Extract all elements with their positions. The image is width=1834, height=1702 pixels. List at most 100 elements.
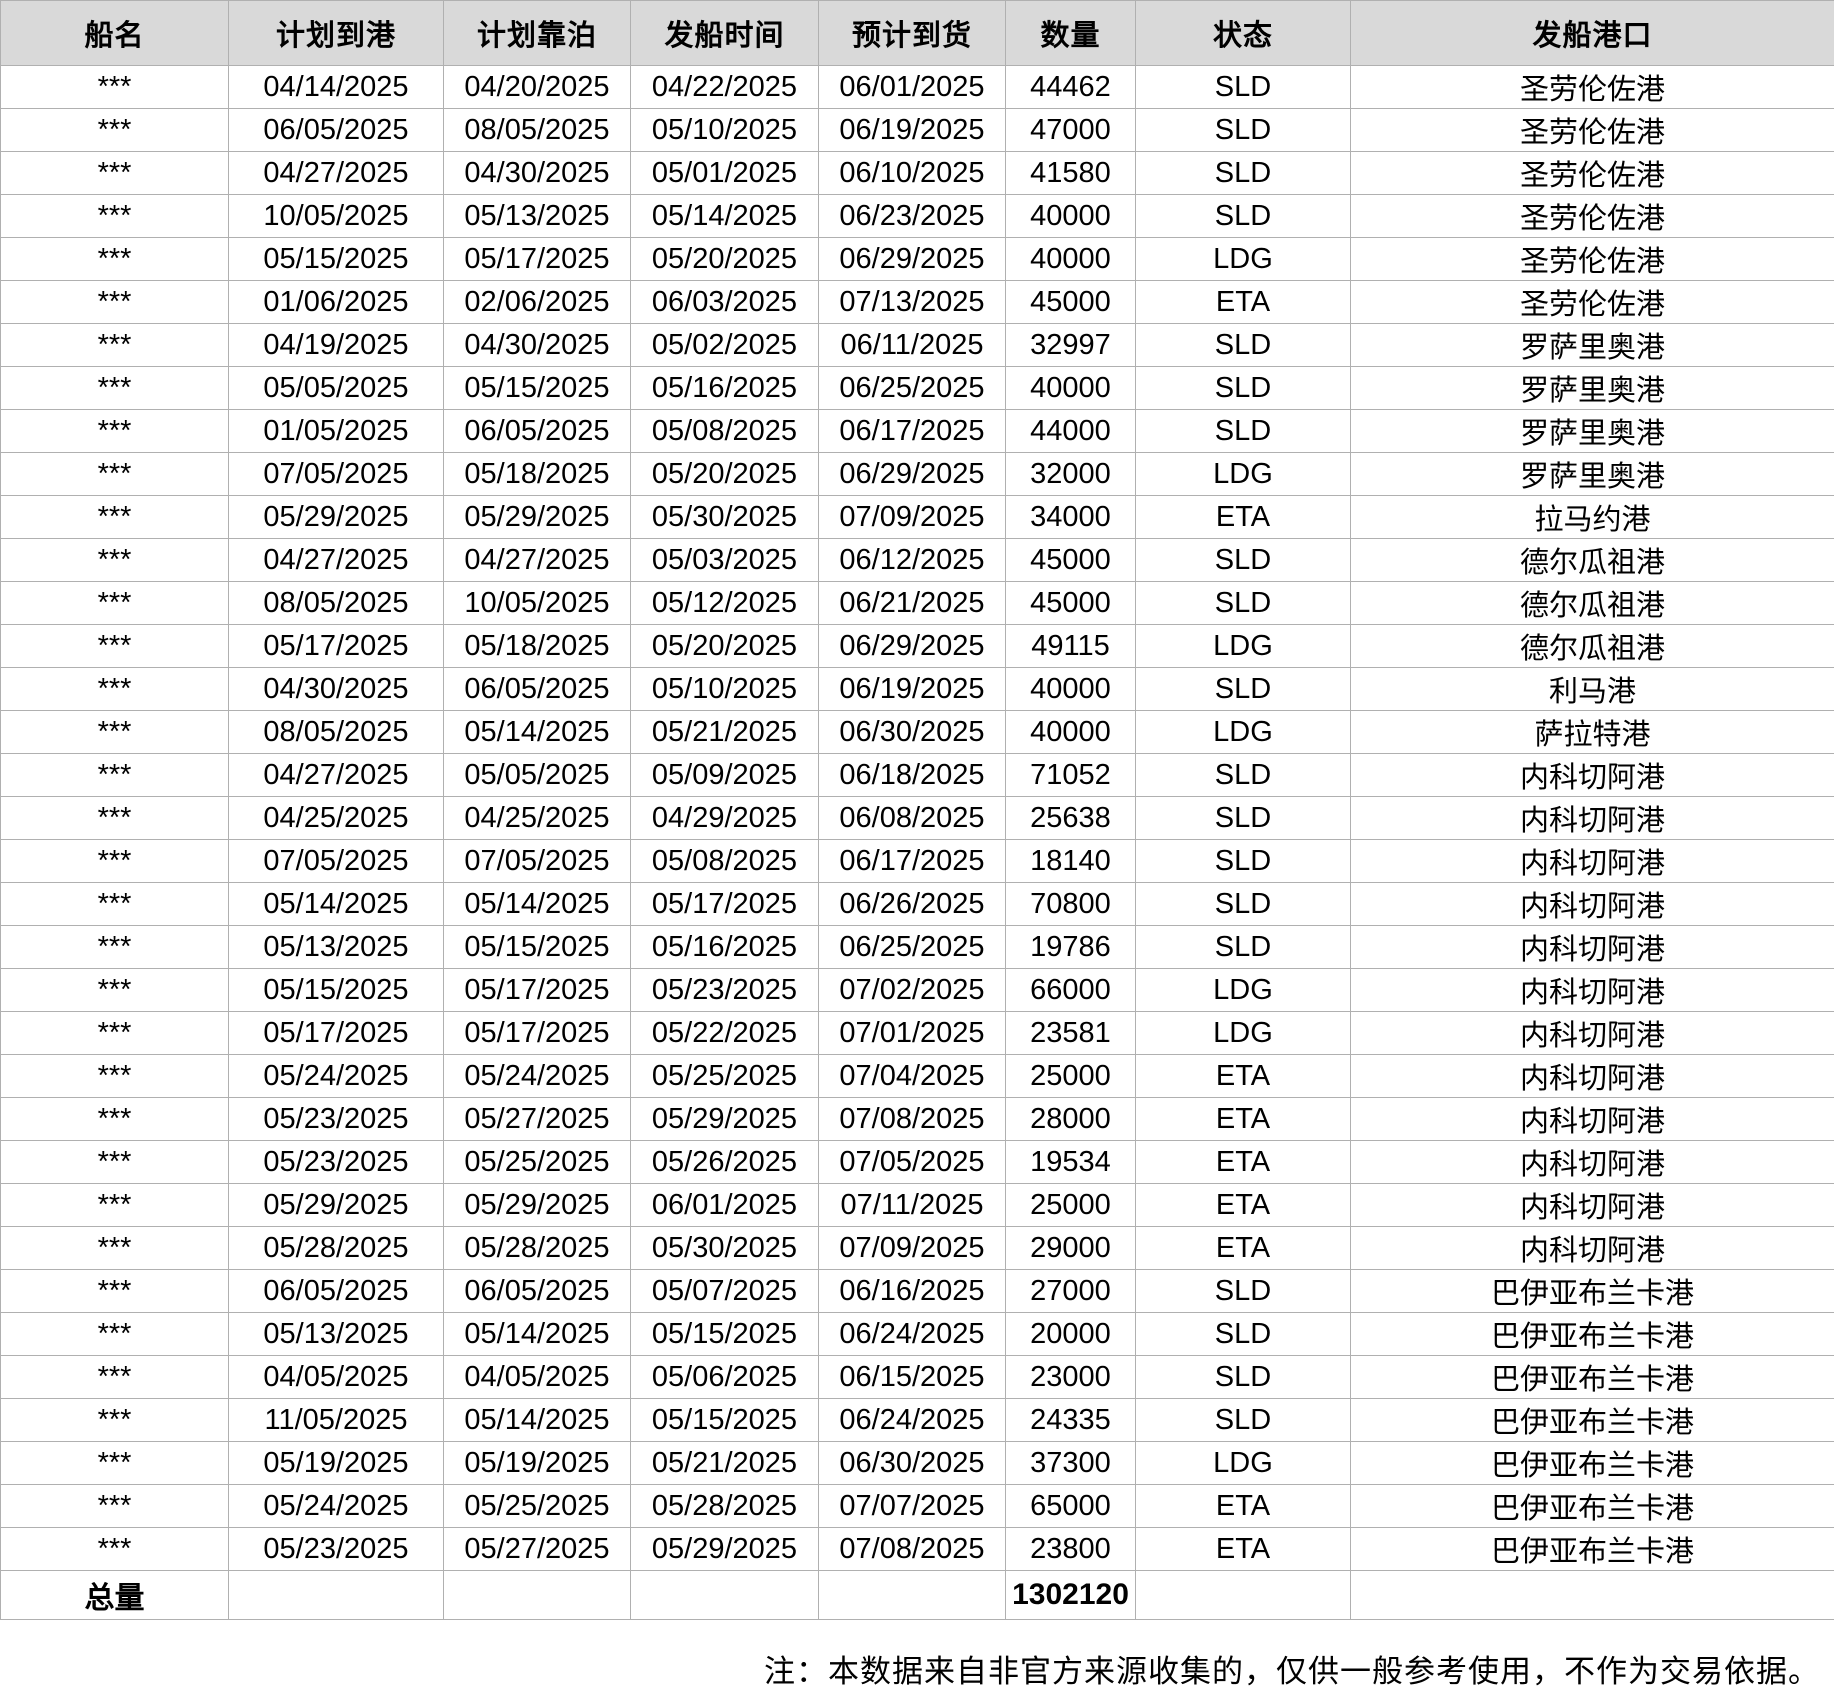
table-cell: 29000: [1005, 1226, 1136, 1270]
table-cell: 05/16/2025: [630, 366, 819, 410]
table-cell: 24335: [1005, 1398, 1136, 1442]
table-cell: 内科切阿港: [1350, 1226, 1834, 1270]
table-cell: 19786: [1005, 925, 1136, 969]
table-cell: 05/16/2025: [630, 925, 819, 969]
table-cell: SLD: [1135, 366, 1351, 410]
table-cell: 04/29/2025: [630, 796, 819, 840]
table-cell: 内科切阿港: [1350, 796, 1834, 840]
table-cell: ***: [0, 409, 229, 453]
table-cell: 05/18/2025: [443, 452, 631, 496]
table-row: *** 05/23/2025 05/25/2025 05/26/2025 07/05/2…: [0, 1140, 1834, 1184]
table-cell: 05/26/2025: [630, 1140, 819, 1184]
table-row: *** 05/29/2025 05/29/2025 06/01/2025 07/11/2…: [0, 1183, 1834, 1227]
table-row: *** 08/05/2025 05/14/2025 05/21/2025 06/30/2…: [0, 710, 1834, 754]
table-cell: ***: [0, 710, 229, 754]
table-cell: ***: [0, 624, 229, 668]
table-row: *** 04/27/2025 04/27/2025 05/03/2025 06/12/2…: [0, 538, 1834, 582]
table-cell: 圣劳伦佐港: [1350, 65, 1834, 109]
table-cell: 内科切阿港: [1350, 1183, 1834, 1227]
table-cell: 07/09/2025: [818, 1226, 1006, 1270]
table-cell: 06/19/2025: [818, 108, 1006, 152]
table-cell: 05/15/2025: [228, 237, 444, 281]
table-cell: 05/20/2025: [630, 452, 819, 496]
table-row: *** 05/14/2025 05/14/2025 05/17/2025 06/26/2…: [0, 882, 1834, 926]
table-cell: 拉马约港: [1350, 495, 1834, 539]
table-cell: 11/05/2025: [228, 1398, 444, 1442]
table-cell: 32000: [1005, 452, 1136, 496]
table-row: *** 01/05/2025 06/05/2025 05/08/2025 06/17/2…: [0, 409, 1834, 453]
table-cell: ***: [0, 1527, 229, 1571]
table-row: *** 04/25/2025 04/25/2025 04/29/2025 06/08/2…: [0, 796, 1834, 840]
table-cell: 40000: [1005, 667, 1136, 711]
table-row: *** 07/05/2025 05/18/2025 05/20/2025 06/29/2…: [0, 452, 1834, 496]
table-cell: 34000: [1005, 495, 1136, 539]
table-cell: 05/14/2025: [443, 1398, 631, 1442]
table-cell: 07/08/2025: [818, 1097, 1006, 1141]
table-cell: 07/01/2025: [818, 1011, 1006, 1055]
table-cell: 德尔瓜祖港: [1350, 624, 1834, 668]
table-row: *** 07/05/2025 07/05/2025 05/08/2025 06/17/2…: [0, 839, 1834, 883]
table-cell: 25638: [1005, 796, 1136, 840]
table-cell: 05/30/2025: [630, 495, 819, 539]
table-cell: 18140: [1005, 839, 1136, 883]
table-cell: 罗萨里奥港: [1350, 366, 1834, 410]
table-cell: 05/29/2025: [443, 495, 631, 539]
table-cell: SLD: [1135, 1355, 1351, 1399]
table-cell: 45000: [1005, 280, 1136, 324]
table-cell: 05/15/2025: [630, 1312, 819, 1356]
table-cell: 内科切阿港: [1350, 968, 1834, 1012]
table-cell: ***: [0, 753, 229, 797]
table-cell: 05/28/2025: [228, 1226, 444, 1270]
table-cell: 05/27/2025: [443, 1527, 631, 1571]
table-cell: ***: [0, 1398, 229, 1442]
table-cell: SLD: [1135, 882, 1351, 926]
table-cell: SLD: [1135, 1269, 1351, 1313]
table-cell: 06/26/2025: [818, 882, 1006, 926]
table-cell: 05/17/2025: [443, 1011, 631, 1055]
table-cell: 66000: [1005, 968, 1136, 1012]
table-cell: 05/22/2025: [630, 1011, 819, 1055]
table-cell: 05/09/2025: [630, 753, 819, 797]
table-cell: 23000: [1005, 1355, 1136, 1399]
table-cell: ***: [0, 1355, 229, 1399]
table-cell: ***: [0, 65, 229, 109]
table-cell: ***: [0, 366, 229, 410]
table-cell: 71052: [1005, 753, 1136, 797]
table-cell: 05/14/2025: [443, 1312, 631, 1356]
table-cell: [443, 1570, 631, 1620]
table-cell: ETA: [1135, 1183, 1351, 1227]
table-cell: ***: [0, 194, 229, 238]
table-cell: 44462: [1005, 65, 1136, 109]
table-cell: 04/14/2025: [228, 65, 444, 109]
table-cell: 05/23/2025: [228, 1140, 444, 1184]
table-cell: SLD: [1135, 108, 1351, 152]
table-cell: 04/27/2025: [228, 151, 444, 195]
table-cell: ***: [0, 323, 229, 367]
table-cell: 05/15/2025: [228, 968, 444, 1012]
table-cell: 06/17/2025: [818, 409, 1006, 453]
table-cell: ETA: [1135, 1527, 1351, 1571]
table-row: *** 11/05/2025 05/14/2025 05/15/2025 06/24/2…: [0, 1398, 1834, 1442]
table-row: *** 05/17/2025 05/18/2025 05/20/2025 06/29/2…: [0, 624, 1834, 668]
table-cell: 06/30/2025: [818, 1441, 1006, 1485]
table-cell: 04/25/2025: [443, 796, 631, 840]
column-header: 发船时间: [630, 0, 819, 66]
table-cell: 06/23/2025: [818, 194, 1006, 238]
table-cell: ***: [0, 1054, 229, 1098]
table-cell: 05/23/2025: [630, 968, 819, 1012]
table-cell: 05/27/2025: [443, 1097, 631, 1141]
table-cell: ***: [0, 968, 229, 1012]
table-cell: 02/06/2025: [443, 280, 631, 324]
table-cell: 23581: [1005, 1011, 1136, 1055]
table-cell: 07/05/2025: [228, 839, 444, 883]
table-cell: 05/05/2025: [228, 366, 444, 410]
table-cell: 07/02/2025: [818, 968, 1006, 1012]
table-cell: LDG: [1135, 237, 1351, 281]
table-cell: 04/27/2025: [228, 753, 444, 797]
table-cell: LDG: [1135, 1441, 1351, 1485]
table-cell: SLD: [1135, 1398, 1351, 1442]
table-cell: 德尔瓜祖港: [1350, 581, 1834, 625]
table-cell: 04/27/2025: [228, 538, 444, 582]
table-header-row: 船名 计划到港 计划靠泊 发船时间 预计到货 数量 状态 发船港口: [0, 0, 1834, 66]
disclaimer-note: 注：本数据来自非官方来源收集的，仅供一般参考使用，不作为交易依据。: [764, 1654, 1820, 1689]
